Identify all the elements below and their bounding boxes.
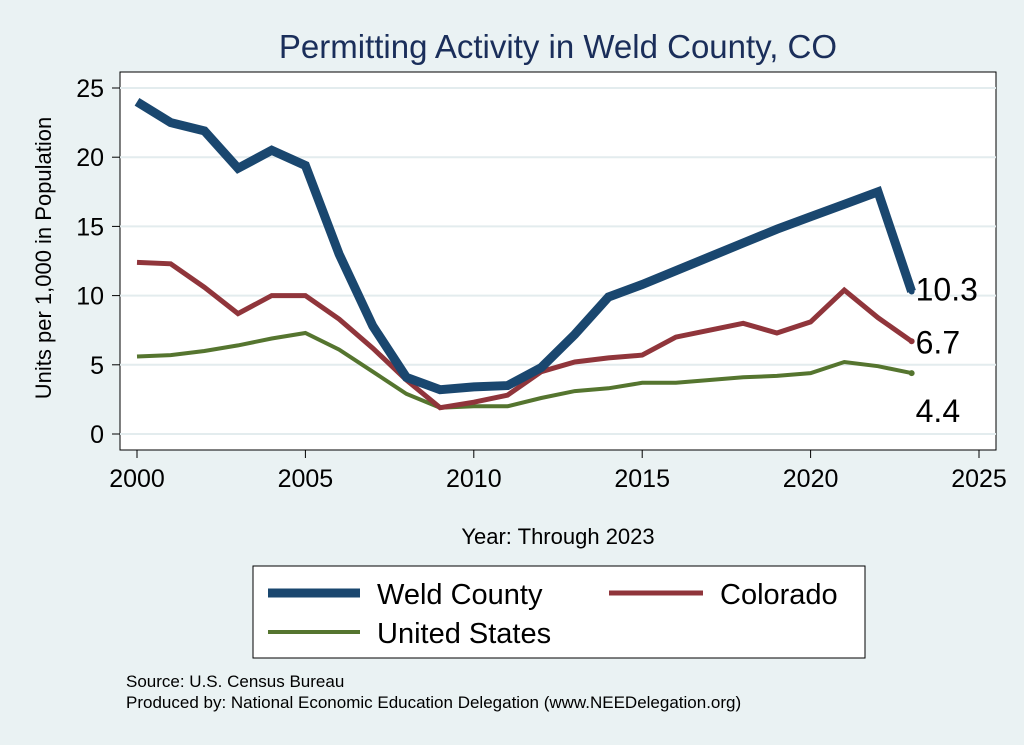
x-axis-title: Year: Through 2023 — [461, 524, 654, 549]
y-tick-label: 0 — [90, 421, 104, 449]
y-tick-label: 10 — [76, 283, 104, 311]
series-line-weld-county — [134, 97, 916, 395]
end-point-marker — [908, 338, 915, 345]
series-line-united-states — [136, 330, 913, 410]
legend-label: Colorado — [720, 579, 838, 611]
end-point-marker — [908, 288, 915, 295]
end-value-label: 10.3 — [916, 271, 978, 307]
legend-label: United States — [377, 618, 551, 650]
y-tick-label: 15 — [76, 213, 104, 241]
end-value-label: 6.7 — [916, 324, 960, 360]
end-labels: 10.3 6.7 4.4 — [908, 271, 978, 429]
end-point-marker — [908, 370, 915, 377]
y-axis-ticks: 0 5 10 15 20 25 — [76, 75, 120, 449]
y-tick-label: 25 — [76, 75, 104, 103]
legend-label: Weld County — [377, 579, 543, 611]
source-note: Source: U.S. Census Bureau — [126, 672, 345, 691]
x-tick-label: 2025 — [951, 465, 1007, 493]
y-axis-title: Units per 1,000 in Population — [31, 117, 56, 400]
series-lines — [134, 97, 916, 411]
plot-area — [119, 71, 997, 451]
legend-box — [252, 565, 866, 659]
x-tick-label: 2020 — [783, 465, 839, 493]
x-tick-label: 2015 — [614, 465, 670, 493]
produced-by-note: Produced by: National Economic Education… — [126, 693, 742, 712]
x-tick-label: 2010 — [446, 465, 502, 493]
y-tick-label: 20 — [76, 144, 104, 172]
x-tick-label: 2005 — [278, 465, 334, 493]
x-tick-label: 2000 — [109, 465, 165, 493]
y-tick-label: 5 — [90, 352, 104, 380]
legend: Weld County Colorado United States — [252, 565, 866, 659]
series-line-colorado — [136, 259, 914, 411]
end-value-label: 4.4 — [916, 393, 960, 429]
chart-title: Permitting Activity in Weld County, CO — [279, 28, 837, 65]
x-axis-ticks: 2000 2005 2010 2015 2020 2025 — [109, 450, 1007, 493]
